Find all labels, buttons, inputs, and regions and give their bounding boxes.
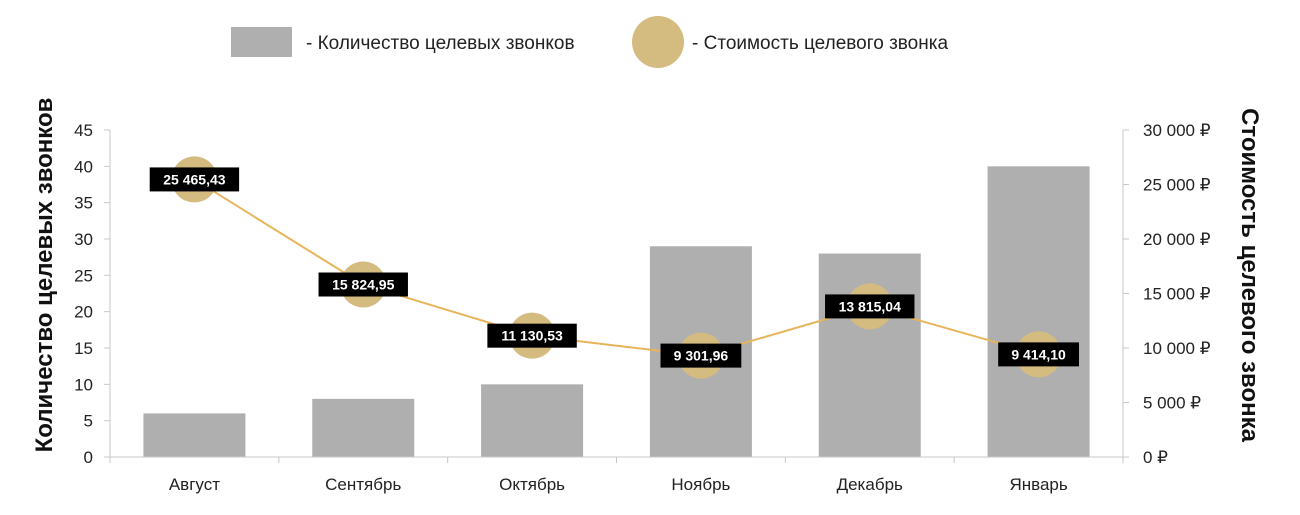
left-tick-label: 15 bbox=[74, 339, 93, 358]
data-label: 13 815,04 bbox=[839, 298, 901, 314]
bar-series bbox=[143, 166, 1090, 458]
data-label-box bbox=[660, 343, 742, 368]
right-tick-label: 5 000 ₽ bbox=[1143, 394, 1201, 413]
left-tick-label: 30 bbox=[74, 230, 93, 249]
left-tick-label: 25 bbox=[74, 266, 93, 285]
data-label-box bbox=[318, 272, 408, 297]
legend-line-label: - Стоимость целевого звонка bbox=[692, 33, 948, 54]
right-tick-label: 0 ₽ bbox=[1143, 448, 1168, 467]
legend: - Количество целевых звонков - Стоимость… bbox=[231, 16, 948, 68]
legend-marker-swatch bbox=[632, 16, 684, 68]
left-tick-label: 45 bbox=[74, 121, 93, 140]
category-label: Декабрь bbox=[837, 475, 903, 494]
right-tick-label: 25 000 ₽ bbox=[1143, 176, 1211, 195]
category-label: Август bbox=[169, 475, 220, 494]
category-label: Январь bbox=[1009, 475, 1067, 494]
left-axis-ticks: 0 5 10 15 20 25 30 35 40 45 bbox=[74, 121, 110, 467]
left-tick-label: 0 bbox=[84, 448, 93, 467]
right-axis-title: Стоимость целевого звонка bbox=[1236, 108, 1263, 443]
data-label: 25 465,43 bbox=[163, 171, 225, 187]
bar bbox=[312, 398, 415, 457]
left-tick-label: 20 bbox=[74, 303, 93, 322]
data-label: 9 414,10 bbox=[1011, 346, 1066, 362]
data-label: 11 130,53 bbox=[501, 328, 563, 344]
data-label-box bbox=[149, 167, 240, 192]
axes bbox=[109, 130, 1124, 463]
legend-bar-label: - Количество целевых звонков bbox=[306, 33, 575, 54]
bar bbox=[987, 166, 1090, 458]
category-labels: Август Сентябрь Октябрь Ноябрь Декабрь Январь bbox=[169, 475, 1068, 494]
data-label-box bbox=[487, 323, 577, 348]
data-label-box bbox=[825, 294, 915, 319]
bar bbox=[143, 413, 246, 457]
left-tick-label: 35 bbox=[74, 194, 93, 213]
left-tick-label: 5 bbox=[84, 412, 93, 431]
left-tick-label: 40 bbox=[74, 157, 93, 176]
category-label: Ноябрь bbox=[671, 475, 730, 494]
right-tick-label: 10 000 ₽ bbox=[1143, 339, 1211, 358]
left-axis-title: Количество целевых звонков bbox=[31, 98, 58, 453]
data-label-box bbox=[998, 342, 1079, 367]
category-label: Сентябрь bbox=[325, 475, 401, 494]
category-label: Октябрь bbox=[499, 475, 565, 494]
legend-bar-swatch bbox=[231, 27, 292, 57]
line-series bbox=[171, 156, 1062, 379]
right-tick-label: 15 000 ₽ bbox=[1143, 285, 1211, 304]
data-label: 15 824,95 bbox=[332, 277, 394, 293]
right-tick-label: 30 000 ₽ bbox=[1143, 121, 1211, 140]
right-tick-label: 20 000 ₽ bbox=[1143, 230, 1211, 249]
bar bbox=[481, 384, 584, 457]
data-label: 9 301,96 bbox=[674, 348, 729, 364]
data-labels: 25 465,43 15 824,95 11 130,53 9 301,96 13 81… bbox=[149, 167, 1079, 368]
right-axis-ticks: 0 ₽ 5 000 ₽ 10 000 ₽ 15 000 ₽ 20 000 ₽ 25 000… bbox=[1123, 121, 1211, 467]
left-tick-label: 10 bbox=[74, 375, 93, 394]
